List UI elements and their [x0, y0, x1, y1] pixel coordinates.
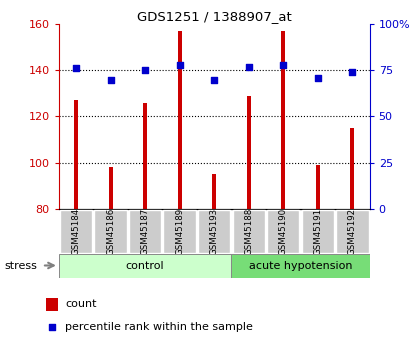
FancyBboxPatch shape	[267, 210, 299, 253]
Text: stress: stress	[4, 261, 37, 270]
Text: GSM45193: GSM45193	[210, 208, 219, 255]
FancyBboxPatch shape	[59, 254, 231, 278]
Text: GSM45186: GSM45186	[106, 208, 115, 255]
Point	[315, 75, 321, 80]
Point	[349, 69, 356, 75]
Bar	[247, 96, 251, 209]
FancyBboxPatch shape	[231, 254, 370, 278]
FancyBboxPatch shape	[163, 210, 196, 253]
Text: GSM45187: GSM45187	[141, 208, 150, 255]
FancyBboxPatch shape	[198, 210, 231, 253]
Point	[280, 62, 286, 68]
Bar	[178, 31, 182, 209]
Point	[211, 77, 218, 82]
FancyBboxPatch shape	[302, 210, 334, 253]
Point	[73, 66, 79, 71]
Bar	[350, 128, 354, 209]
FancyBboxPatch shape	[60, 210, 92, 253]
Bar	[143, 102, 147, 209]
Point	[245, 64, 252, 69]
Text: percentile rank within the sample: percentile rank within the sample	[65, 322, 253, 332]
FancyBboxPatch shape	[336, 210, 369, 253]
Point	[107, 77, 114, 82]
Bar	[74, 100, 78, 209]
Text: GSM45189: GSM45189	[175, 208, 184, 255]
Bar	[281, 31, 285, 209]
Point	[176, 62, 183, 68]
Text: GSM45188: GSM45188	[244, 208, 253, 255]
FancyBboxPatch shape	[129, 210, 161, 253]
Bar	[108, 167, 113, 209]
Text: count: count	[65, 299, 97, 309]
Text: control: control	[126, 261, 165, 270]
Text: GSM45184: GSM45184	[71, 208, 81, 255]
Text: acute hypotension: acute hypotension	[249, 261, 352, 270]
Point	[142, 68, 149, 73]
Point	[308, 211, 315, 217]
Text: GSM45192: GSM45192	[348, 208, 357, 255]
Title: GDS1251 / 1388907_at: GDS1251 / 1388907_at	[137, 10, 291, 23]
Text: GSM45191: GSM45191	[313, 208, 322, 255]
FancyBboxPatch shape	[94, 210, 127, 253]
Text: GSM45190: GSM45190	[279, 208, 288, 255]
Bar	[212, 174, 216, 209]
Bar	[46, 298, 58, 311]
FancyBboxPatch shape	[233, 210, 265, 253]
Bar	[316, 165, 320, 209]
